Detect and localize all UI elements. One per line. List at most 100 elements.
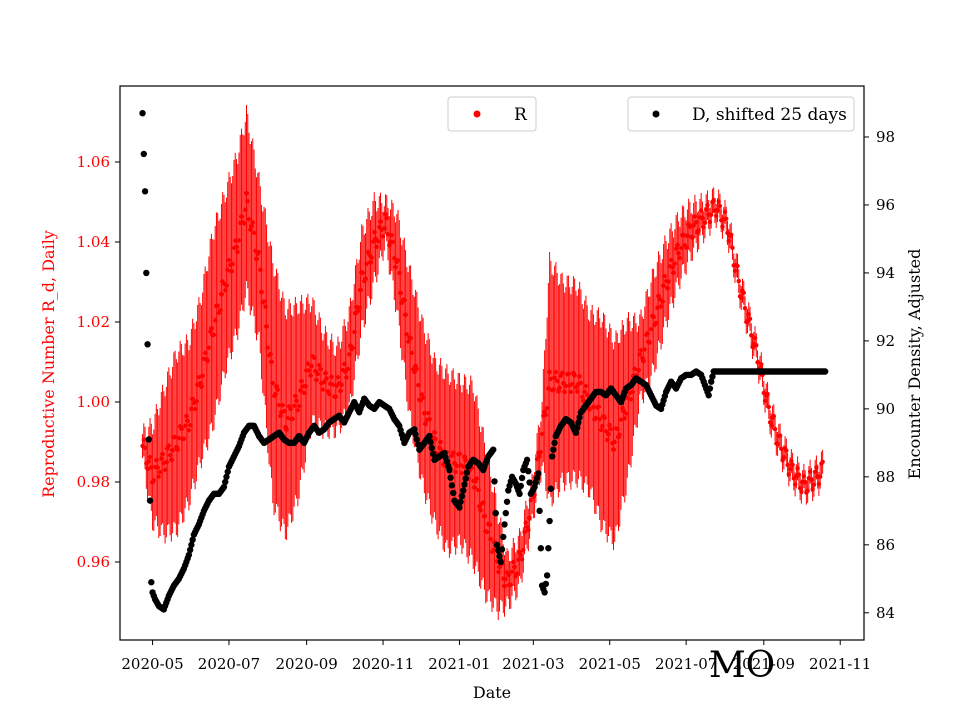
d-point: [146, 497, 154, 504]
d-point: [139, 109, 146, 117]
left-y-tick-label: 0.96: [77, 553, 110, 571]
right-y-axis-label: Encounter Density, Adjusted: [905, 249, 924, 480]
d-point: [546, 517, 553, 525]
x-tick-label: 2020-05: [121, 655, 183, 673]
d-point: [458, 492, 466, 500]
d-point: [573, 424, 581, 431]
d-point: [551, 439, 558, 447]
d-point: [536, 507, 543, 515]
d-series: [139, 109, 829, 613]
d-point: [545, 545, 552, 552]
x-tick-label: 2021-07: [655, 655, 717, 673]
d-point: [426, 432, 433, 440]
d-point: [223, 473, 230, 481]
r-point: [796, 472, 802, 477]
x-tick-label: 2021-05: [579, 655, 641, 673]
d-point: [220, 483, 228, 491]
r-point: [742, 306, 748, 311]
d-point: [575, 419, 582, 426]
d-point: [492, 509, 499, 517]
d-point: [535, 470, 542, 477]
d-point: [428, 444, 436, 452]
r-point: [747, 316, 753, 322]
d-point: [498, 546, 506, 553]
plot-frame: [119, 85, 865, 641]
legend-r-box: [447, 96, 537, 132]
legend-d-box: [627, 96, 855, 132]
r-point: [717, 203, 723, 209]
d-point: [222, 478, 229, 486]
x-axis-label: Date: [473, 683, 511, 702]
d-point: [547, 485, 555, 492]
d-point: [502, 509, 509, 517]
r-point: [766, 404, 772, 410]
d-point: [427, 438, 434, 446]
x-axis: 2020-05 2020-07 2020-09 2020-11 2021-01 2021-…: [121, 640, 871, 673]
d-point: [140, 150, 147, 158]
r-point: [790, 462, 795, 468]
d-point: [576, 414, 583, 421]
r-point: [729, 232, 734, 237]
left-y-tick-label: 1.00: [77, 393, 110, 411]
r-point: [777, 433, 783, 438]
right-y-tick-label: 84: [876, 604, 895, 622]
d-point: [707, 378, 715, 385]
d-point: [516, 490, 523, 498]
d-point: [525, 467, 532, 475]
x-tick-label: 2021-11: [809, 655, 871, 673]
d-point: [148, 579, 155, 586]
r-point: [784, 448, 789, 453]
legend-r: R: [447, 96, 537, 132]
d-point: [496, 552, 503, 560]
d-point: [144, 341, 151, 348]
right-y-tick-label: 94: [876, 264, 895, 282]
r-point: [730, 245, 735, 251]
left-y-axis-label: Reproductive Number R_d, Daily: [39, 230, 58, 498]
d-point: [706, 385, 714, 392]
r-point: [754, 343, 759, 348]
d-point: [542, 580, 550, 588]
d-point: [462, 475, 469, 482]
r-point: [820, 459, 825, 465]
d-point: [457, 498, 464, 505]
d-point: [448, 482, 456, 489]
d-point: [705, 392, 712, 399]
right-y-tick-label: 88: [876, 468, 895, 486]
r-point: [741, 290, 746, 295]
d-point: [143, 269, 150, 277]
x-tick-label: 2020-11: [352, 655, 414, 673]
r-point: [736, 278, 741, 284]
d-point: [189, 536, 196, 543]
d-point: [412, 431, 419, 438]
r-series: [140, 105, 825, 620]
d-point: [518, 474, 526, 482]
d-point: [188, 541, 195, 549]
d-point: [145, 436, 153, 443]
d-point: [493, 541, 501, 549]
right-y-axis: 84 86 88 90 92 94 96 98: [864, 128, 895, 622]
r-point: [735, 263, 740, 269]
d-point: [456, 504, 463, 511]
d-point: [523, 456, 531, 464]
d-point: [541, 589, 548, 596]
right-y-tick-label: 86: [876, 536, 895, 554]
r-point: [724, 216, 729, 221]
legend-r-label: R: [514, 105, 528, 125]
d-point: [526, 479, 533, 486]
left-y-tick-label: 0.98: [77, 473, 110, 491]
d-point: [548, 453, 556, 460]
d-point: [459, 487, 467, 494]
legend-r-marker: [473, 110, 481, 118]
legend-d: D, shifted 25 days: [627, 96, 855, 132]
left-y-tick-label: 1.04: [77, 233, 110, 251]
d-point: [224, 468, 231, 475]
d-point: [141, 188, 149, 195]
left-y-tick-label: 1.06: [77, 153, 110, 171]
d-point: [503, 498, 511, 505]
d-point: [572, 429, 580, 436]
d-point: [449, 489, 457, 497]
right-y-tick-label: 96: [876, 196, 895, 214]
d-point: [463, 469, 471, 476]
x-tick-label: 2020-07: [198, 655, 260, 673]
